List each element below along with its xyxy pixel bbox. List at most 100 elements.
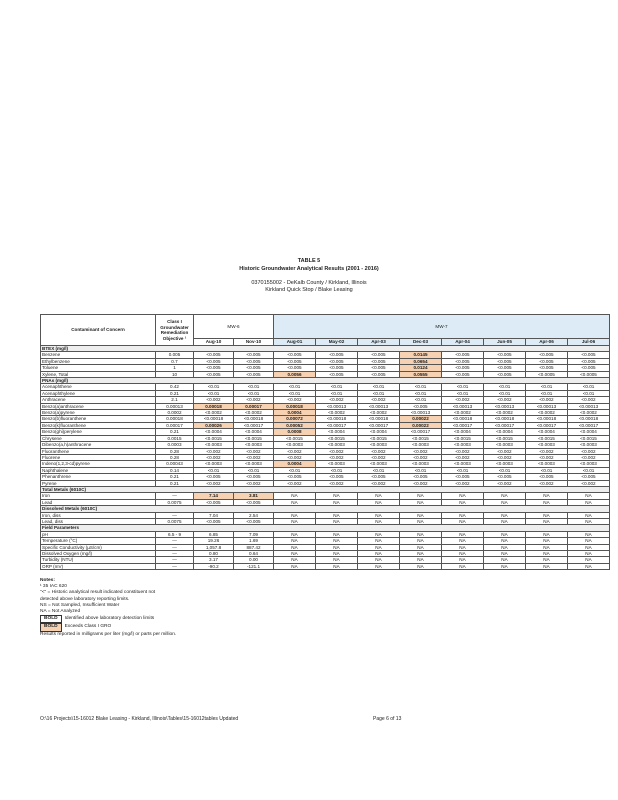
table-row: Specific Conductivity (µS/cm) —1,057.8 887…: [40, 543, 610, 552]
result-cell: <0.005: [567, 364, 610, 372]
date-header: Jul-06: [567, 338, 610, 346]
table-row: Fluoranthene 0.28 <0.002 <0.002 <0.002 <0.002…: [40, 447, 610, 455]
date-header: Aug-01: [273, 338, 316, 346]
result-cell: NA: [399, 562, 442, 571]
section-header: Field Parameters: [40, 524, 610, 532]
note: NA = Not Analyzed: [40, 609, 81, 615]
table-row: Dibenzo(a,h)anthracene 0.0003 <0.0003 <0.00…: [40, 441, 610, 449]
table-row: Acenaphthylene 0.21 <0.01 <0.01 <0.01 <0.01 <0…: [40, 389, 610, 398]
result-cell: <0.01: [567, 383, 610, 391]
table-row: Lead 0.0075 <0.005 <0.005 NA NA NA NA NA NA NA NA: [40, 498, 610, 507]
legend-item: BOLD Identified above laboratory detectio…: [40, 615, 176, 624]
table-row: Lead, diss 0.0075 <0.005 <0.005 NA NA NA NA NA NA…: [40, 517, 610, 526]
footer-path: O:\16 Projects\15-16012 Blake Leasing - …: [40, 716, 239, 722]
table-row: Ethylbenzene 0.7 <0.005 <0.005 <0.005 <0.005 <…: [40, 357, 610, 366]
table-row: Indeno(1,2,3-cd)pyrene 0.00043 <0.0003 <0.0…: [40, 460, 610, 468]
table-row: Phenanthrene 0.21 <0.005 <0.005 <0.005 <0.005…: [40, 473, 610, 481]
table-row: Turbidity (NTU) —3.17 0.00 NA NA NA NA NA NA NA NA: [40, 556, 610, 564]
result-cell: NA: [567, 492, 610, 500]
date-header: Nov-10: [233, 338, 274, 346]
table-row: Pyrene 0.21 <0.002 <0.002 <0.002 <0.002 <0.002…: [40, 479, 610, 487]
result-cell: <0.002: [567, 396, 610, 404]
result-cell: -121.1: [233, 562, 274, 571]
site-name: Kirkland Quick Stop / Blake Leasing: [265, 287, 353, 293]
notes-heading: Notes:: [40, 578, 55, 583]
result-cell: NA: [567, 537, 610, 545]
note: detected above laboratory reporting limi…: [40, 596, 130, 602]
table-row: Chrysene 0.0015 <0.0015 <0.0015 <0.0015 <0.00…: [40, 434, 610, 443]
table-title: Historic Groundwater Analytical Results …: [239, 266, 379, 272]
result-cell: NA: [441, 562, 484, 571]
date-header: Apr-06: [525, 338, 568, 346]
table-row: Acenaphthene 0.42 <0.01 <0.01 <0.01 <0.01 <0.0…: [40, 383, 610, 391]
result-cell: <0.0003: [567, 460, 610, 468]
result-cell: <0.0004: [567, 428, 610, 436]
result-cell: NA: [357, 562, 400, 571]
page-number: Page 6 of 13: [373, 716, 402, 722]
results-table: Contaminant of Concern Class I Groundwate…: [40, 313, 610, 571]
result-cell: <0.005: [567, 357, 610, 366]
note: "<" = Historic analytical result indicat…: [40, 590, 156, 596]
result-cell: <0.00017: [567, 421, 610, 430]
table-row: Benzo(ghi)perylene 0.21 <0.0004 <0.0004 0.00…: [40, 428, 610, 436]
table-row: Benzo(b)fluoranthene 0.00018 <0.00018 <0.00…: [40, 415, 610, 423]
table-number: TABLE 5: [297, 258, 321, 264]
well-header: MW-7: [273, 313, 610, 340]
units-note: Results reported in milligrams per liter…: [40, 631, 177, 637]
table-row: pH 6.5 - 9 6.85 7.09 NA NA NA NA NA NA NA NA: [40, 530, 610, 539]
contaminant: ORP (mV): [40, 562, 156, 571]
result-cell: NA: [525, 562, 568, 571]
table-row: Field Parameters: [40, 524, 610, 532]
result-cell: NA: [567, 517, 610, 526]
result-cell: NA: [567, 562, 610, 571]
result-cell: <0.0015: [567, 434, 610, 443]
date-header: Apr-04: [441, 338, 484, 346]
result-cell: NA: [483, 562, 526, 571]
date-header: May-02: [315, 338, 358, 346]
result-cell: <0.002: [567, 479, 610, 487]
result-cell: <0.01: [567, 466, 610, 475]
table-row: Xylene, Total 10 <0.005 <0.005 0.0056 <0.005 <…: [40, 370, 610, 379]
note: NS = Not Sampled, Insufficient Water: [40, 602, 120, 608]
result-cell: <0.00018: [567, 415, 610, 423]
result-cell: <0.01: [567, 389, 610, 398]
result-cell: NA: [567, 498, 610, 507]
legend-text: Exceeds Class I GRO: [64, 624, 112, 630]
column-header: Class I Groundwater Remediation Objectiv…: [155, 314, 194, 346]
table-row: Benzo(k)fluoranthene 0.00017 0.00026 <0.000…: [40, 421, 610, 430]
table-row: Benzo(a)anthracene 0.00013 0.00018 0.00017 0…: [40, 402, 610, 411]
table-row: Iron —7.14 3.81 NA NA NA NA NA NA NA NA: [40, 492, 610, 500]
result-cell: -90.2: [193, 562, 234, 571]
objective: —: [155, 562, 194, 571]
table-row: Fluorene 0.28 <0.002 <0.002 <0.002 <0.002 <0.0…: [40, 453, 610, 462]
table-row: Dissolved Oxygen (mg/l) —0.80 0.64 NA NA NA NA…: [40, 549, 610, 558]
result-cell: NA: [315, 562, 358, 571]
result-cell: NA: [567, 549, 610, 558]
result-cell: <0.0002: [567, 409, 610, 417]
table-row: Iron, diss —7.04 2.54 NA NA NA NA NA NA NA NA: [40, 511, 610, 520]
result-cell: <0.005: [567, 351, 610, 359]
date-header: Apr-03: [357, 338, 400, 346]
result-cell: <0.002: [567, 447, 610, 455]
result-cell: <0.0005: [567, 370, 610, 379]
legend-key: BOLD: [40, 615, 62, 624]
legend-item: BOLD Exceeds Class I GRO: [40, 623, 176, 632]
result-cell: NA: [567, 530, 610, 539]
result-cell: NA: [273, 562, 316, 571]
result-cell: NA: [567, 543, 610, 552]
table-row: Benzo(a)pyrene 0.0002 <0.0002 <0.0002 0.0004…: [40, 409, 610, 417]
header-row: Contaminant of Concern Class I Groundwate…: [40, 313, 610, 346]
legend-key: BOLD: [40, 623, 62, 632]
table-row: Naphthalene 0.14 <0.01 <0.01 <0.01 <0.01 <0.01…: [40, 466, 610, 475]
result-cell: <0.00013: [567, 402, 610, 411]
column-header: Contaminant of Concern: [40, 314, 156, 346]
table-row: Temperature (°C) —19.26 1.69 NA NA NA NA NA NA NA…: [40, 537, 610, 545]
date-header: Jun-05: [483, 338, 526, 346]
well-header: MW-6: [193, 313, 274, 340]
table-row: Benzene 0.005 <0.005 <0.005 <0.005 <0.005 <0.0…: [40, 351, 610, 359]
date-header: Aug-10: [193, 338, 234, 346]
site-id: 0370155002 - DeKalb County / Kirkland, I…: [251, 280, 367, 286]
result-cell: <0.0003: [567, 441, 610, 449]
note: ¹ 35 IAC 620: [40, 584, 67, 590]
result-cell: <0.002: [567, 453, 610, 462]
